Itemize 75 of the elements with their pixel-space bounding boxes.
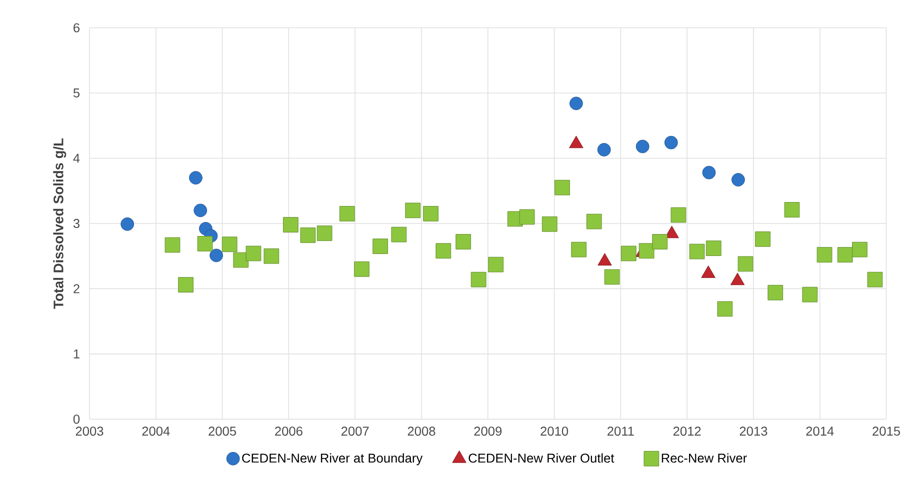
- point: [569, 96, 583, 110]
- point: [816, 246, 832, 262]
- point: [852, 242, 868, 258]
- point: [620, 246, 636, 261]
- point: [210, 248, 224, 262]
- point: [670, 207, 686, 222]
- point: [282, 216, 298, 232]
- point: [246, 246, 262, 261]
- point: [837, 246, 853, 262]
- y-tick-label: 3: [73, 218, 80, 228]
- point: [586, 214, 602, 229]
- x-tick-label: 2004: [142, 426, 170, 436]
- point: [316, 225, 332, 241]
- point: [197, 236, 213, 252]
- point: [802, 286, 818, 302]
- x-tick-label: 2007: [341, 426, 369, 436]
- point: [768, 284, 784, 300]
- point: [554, 180, 570, 196]
- point: [738, 256, 754, 272]
- point: [571, 242, 587, 258]
- point: [784, 202, 800, 218]
- x-tick-label: 2010: [540, 426, 568, 436]
- point: [189, 170, 202, 184]
- point: [542, 216, 558, 232]
- point: [488, 256, 504, 272]
- y-tick-label: 4: [73, 154, 80, 162]
- x-tick-label: 2005: [208, 426, 236, 436]
- point: [867, 272, 883, 288]
- x-tick-label: 2003: [76, 426, 104, 436]
- point: [436, 242, 452, 258]
- point: [664, 136, 678, 150]
- x-tick-label: 2015: [872, 426, 900, 436]
- y-tick-label: 5: [73, 88, 80, 98]
- legend-label: CEDEN-New River at Boundary: [242, 453, 423, 465]
- point: [423, 206, 438, 222]
- point: [604, 269, 620, 284]
- point: [706, 240, 722, 256]
- point: [372, 238, 388, 254]
- x-tick-label: 2006: [275, 426, 302, 436]
- point: [456, 234, 471, 250]
- point: [264, 248, 280, 264]
- point: [636, 140, 650, 153]
- point: [339, 206, 355, 222]
- point: [300, 227, 316, 243]
- point: [222, 236, 238, 252]
- legend-label: Rec-New River: [662, 453, 747, 462]
- point: [717, 301, 733, 316]
- point: [405, 202, 421, 218]
- point: [470, 272, 486, 288]
- y-tick-label: 0: [73, 414, 80, 424]
- point: [755, 231, 770, 247]
- point: [597, 142, 611, 156]
- point: [178, 276, 194, 292]
- x-tick-label: 2009: [474, 426, 502, 436]
- point: [519, 209, 535, 224]
- point: [164, 237, 180, 252]
- point: [120, 217, 134, 231]
- point: [638, 242, 654, 258]
- point: [391, 226, 407, 242]
- x-tick-label: 2008: [408, 426, 436, 436]
- y-axis-title: Total Dissolved Solids g/L: [53, 138, 66, 309]
- x-tick-label: 2013: [740, 426, 768, 436]
- point: [702, 166, 716, 180]
- y-tick-label: 1: [74, 349, 80, 358]
- y-tick-label: 6: [74, 22, 80, 32]
- point: [732, 172, 745, 186]
- x-tick-label: 2011: [608, 426, 634, 436]
- y-tick-label: 2: [74, 284, 80, 293]
- x-tick-label: 2012: [673, 426, 701, 436]
- x-tick-label: 2014: [806, 426, 834, 436]
- legend-label: CEDEN-New River Outlet: [468, 453, 614, 462]
- point: [689, 244, 705, 259]
- point: [194, 203, 208, 217]
- point: [652, 234, 668, 250]
- point: [354, 261, 370, 277]
